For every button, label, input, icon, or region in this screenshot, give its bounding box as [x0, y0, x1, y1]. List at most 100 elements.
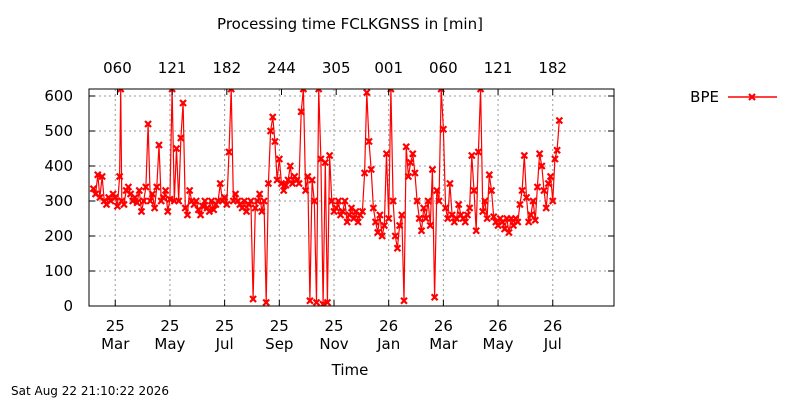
data-point: [131, 193, 139, 202]
data-point: [308, 176, 316, 184]
x-tick-label-month: Sep: [265, 335, 293, 353]
data-point: [439, 125, 448, 134]
x-top-tick-label: 244: [267, 59, 296, 77]
chart-title: Processing time FCLKGNSS in [min]: [217, 15, 483, 33]
data-point: [314, 89, 323, 93]
data-point: [411, 169, 419, 177]
data-point: [553, 146, 561, 155]
data-point: [446, 179, 454, 188]
legend: BPE: [690, 88, 777, 106]
data-point: [159, 193, 168, 202]
data-point: [251, 204, 260, 212]
x-top-tick-label: 001: [374, 59, 403, 77]
data-point: [271, 137, 279, 146]
data-point: [419, 204, 428, 212]
x-top-tick-label: 121: [158, 59, 187, 77]
x-tick-label-month: Nov: [319, 335, 348, 353]
legend-label: BPE: [690, 88, 719, 106]
data-point: [546, 172, 555, 181]
data-point: [393, 244, 402, 253]
data-point: [301, 186, 310, 195]
y-tick-label: 600: [44, 87, 73, 105]
data-point: [282, 181, 290, 190]
x-tick-label-year: 25: [270, 317, 289, 335]
data-point: [338, 207, 347, 216]
data-point: [172, 144, 181, 153]
data-point: [148, 190, 157, 198]
data-point: [310, 197, 319, 205]
data-point: [540, 186, 548, 195]
data-point: [268, 113, 277, 121]
data-point: [227, 89, 235, 93]
data-point: [441, 204, 450, 212]
data-point: [430, 293, 439, 302]
data-point: [177, 134, 185, 142]
data-point: [380, 221, 389, 230]
data-point: [529, 197, 537, 205]
x-tick-label-year: 25: [160, 317, 179, 335]
data-point: [115, 172, 124, 181]
data-point: [408, 149, 417, 158]
data-point: [98, 172, 106, 181]
data-point: [524, 218, 533, 226]
data-point: [142, 183, 150, 191]
data-point: [433, 186, 441, 195]
data-point: [163, 207, 172, 216]
data-point: [367, 165, 375, 174]
data-point: [476, 89, 485, 93]
x-tick-label-month: Jul: [543, 335, 562, 353]
data-point: [513, 218, 522, 226]
data-point: [275, 155, 284, 163]
data-point: [426, 221, 435, 230]
data-point: [286, 162, 295, 170]
data-point: [220, 193, 229, 202]
data-point: [435, 197, 443, 205]
x-top-tick-label: 060: [103, 59, 132, 77]
data-point: [354, 218, 362, 226]
data-point: [181, 204, 190, 212]
data-point: [468, 151, 476, 160]
data-point: [150, 204, 159, 212]
data-point: [139, 197, 148, 205]
data-point: [216, 179, 225, 188]
plot-frame: [88, 88, 615, 307]
data-point: [365, 137, 373, 146]
y-tick-label: 400: [44, 157, 73, 175]
data-point: [185, 186, 194, 195]
data-point: [299, 89, 308, 93]
data-point: [242, 207, 251, 216]
x-tick-label-year: 26: [379, 317, 398, 335]
x-tick-label-month: May: [154, 335, 185, 353]
data-point: [312, 298, 321, 306]
data-point: [522, 193, 531, 202]
data-point: [518, 186, 526, 195]
x-tick-label-month: Mar: [429, 335, 458, 353]
data-point: [483, 214, 491, 223]
data-point: [253, 197, 262, 205]
data-point: [428, 165, 437, 174]
data-point: [360, 169, 369, 177]
data-point: [111, 193, 120, 202]
data-point: [153, 183, 161, 191]
data-point: [358, 207, 367, 216]
data-point: [520, 151, 529, 160]
data-point: [463, 211, 472, 219]
data-point: [249, 295, 257, 303]
data-point: [255, 190, 264, 198]
data-point: [341, 197, 349, 205]
data-point: [465, 204, 474, 212]
data-point: [505, 228, 513, 237]
data-point: [382, 149, 391, 158]
data-point: [406, 158, 415, 167]
data-point: [179, 99, 187, 107]
data-point: [319, 300, 327, 306]
data-point: [422, 214, 430, 223]
data-point: [555, 116, 564, 125]
data-point: [135, 186, 144, 195]
data-point: [384, 214, 393, 223]
data-point: [258, 207, 266, 216]
data-point: [378, 232, 386, 240]
data-point: [277, 179, 286, 188]
data-point: [155, 141, 163, 149]
